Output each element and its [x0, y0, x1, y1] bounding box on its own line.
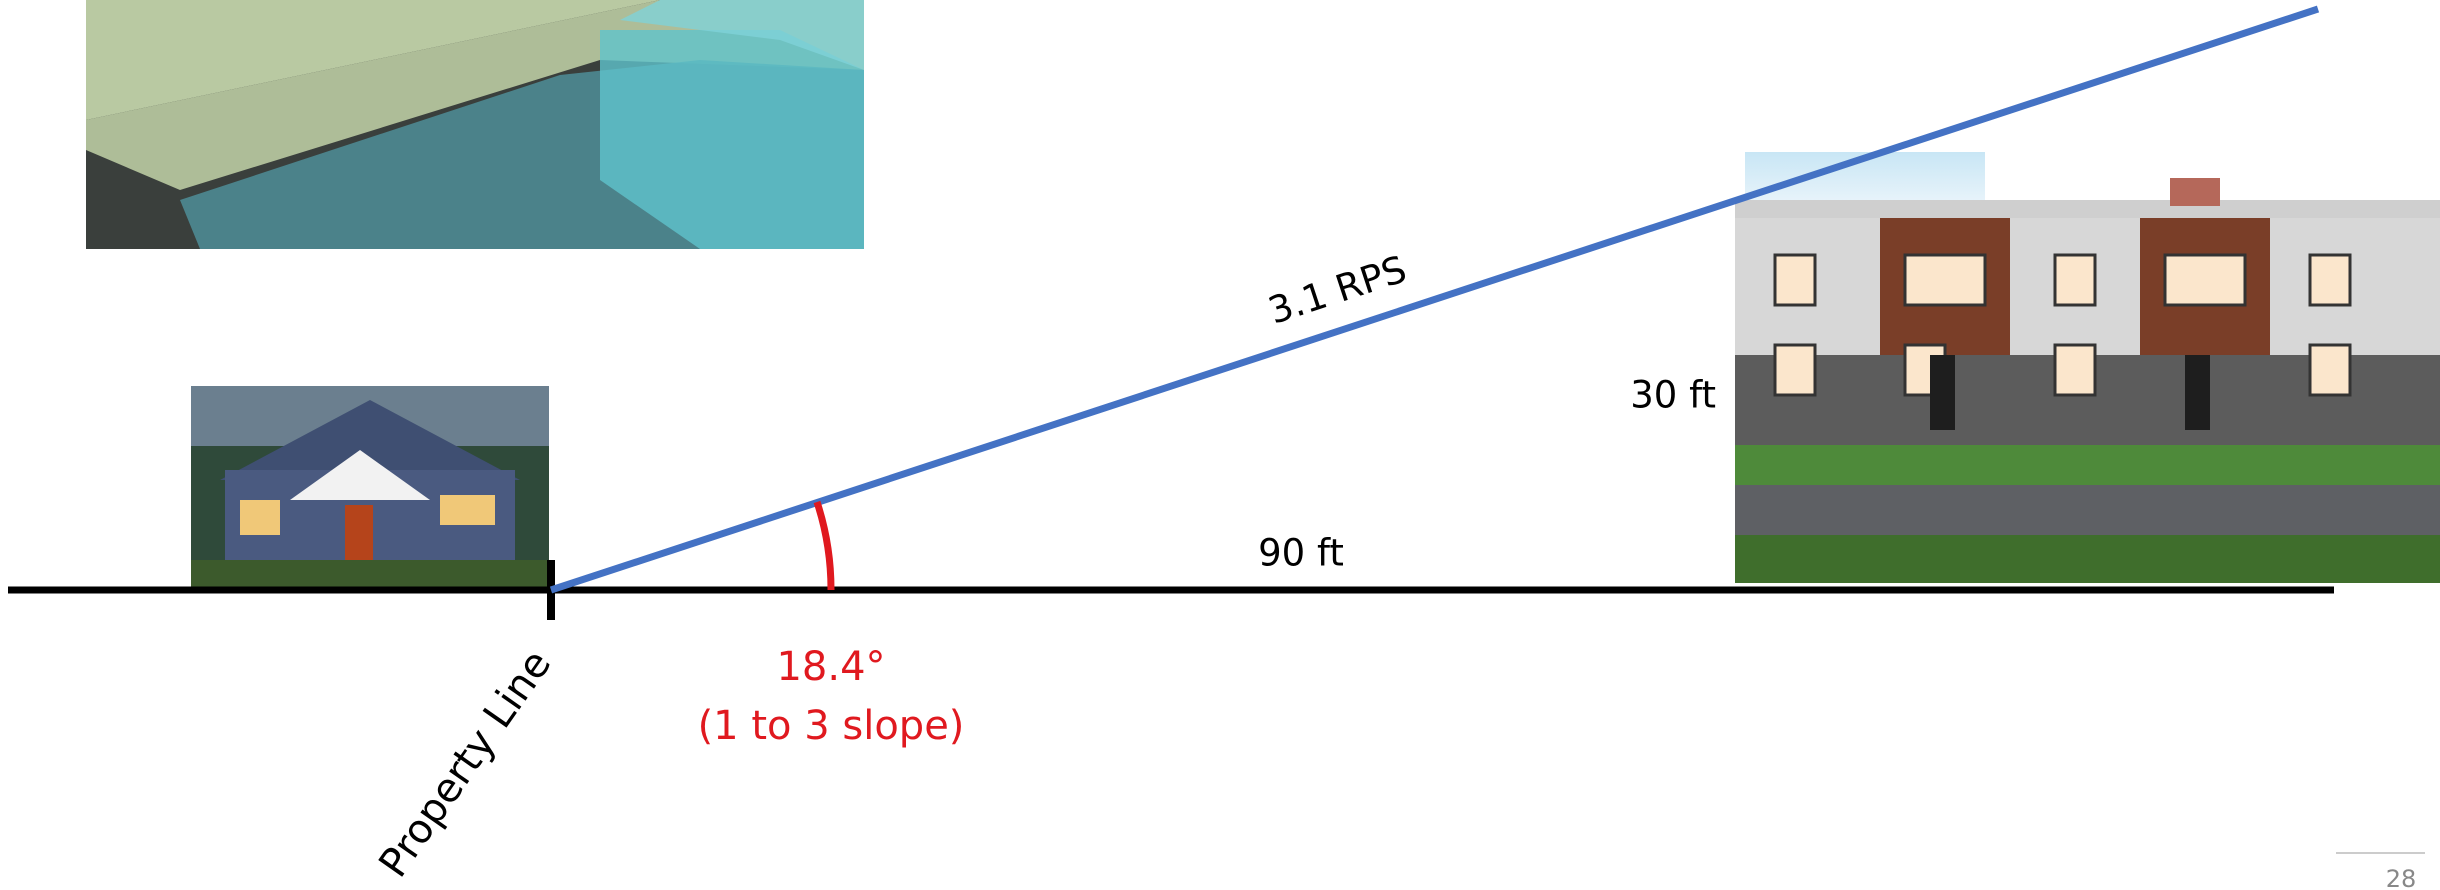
- height-label: 30 ft: [1630, 374, 1716, 417]
- angle-arc: [817, 502, 831, 590]
- townhouse-image: [1735, 152, 2440, 583]
- house-image: [191, 386, 549, 587]
- page: 3.1 RPS 30 ft 90 ft 18.4° (1 to 3 slope)…: [0, 0, 2440, 890]
- slide: 3.1 RPS 30 ft 90 ft 18.4° (1 to 3 slope)…: [0, 0, 2440, 890]
- angle-label: 18.4°: [776, 644, 885, 690]
- distance-label: 90 ft: [1258, 532, 1344, 575]
- slope-label: (1 to 3 slope): [698, 703, 965, 749]
- property-line-label: Property Line: [370, 642, 560, 886]
- model-image: [86, 0, 864, 249]
- page-number: 28: [2386, 865, 2417, 890]
- hypotenuse-label: 3.1 RPS: [1263, 247, 1411, 332]
